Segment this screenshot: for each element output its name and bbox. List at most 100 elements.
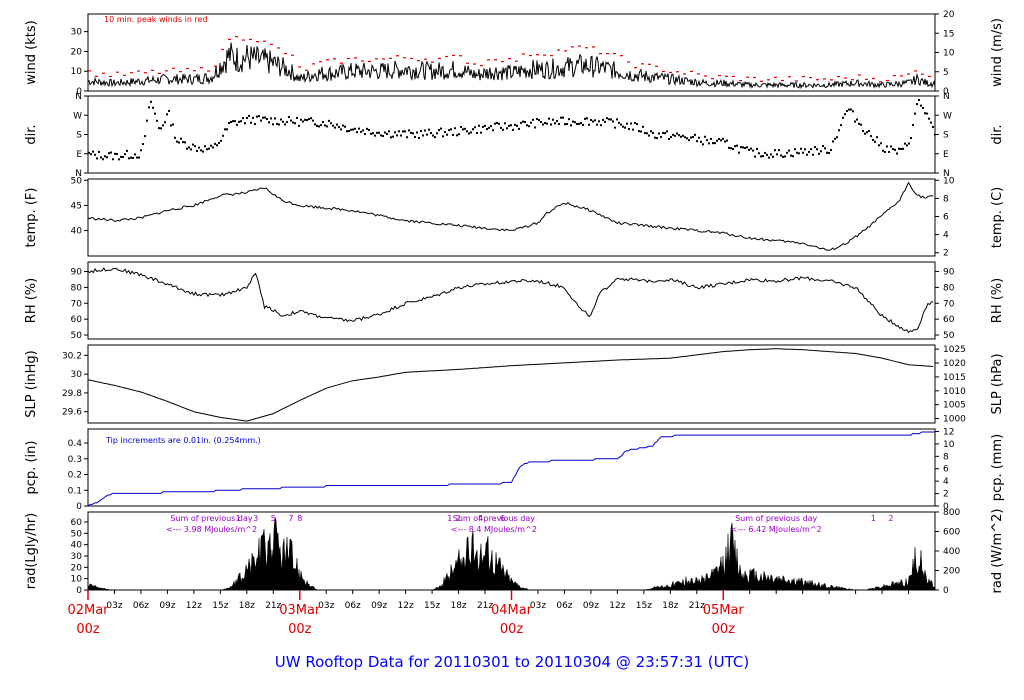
dir-point	[544, 122, 546, 125]
dir-point	[434, 136, 436, 139]
dir-point	[90, 153, 92, 156]
dir-point	[756, 147, 758, 150]
dir-point	[248, 114, 250, 117]
y-tick-label: 60	[71, 315, 83, 325]
dir-point	[102, 158, 104, 161]
y-right-tick-label: W	[943, 111, 952, 121]
day-label-hour: 00z	[712, 622, 736, 637]
dir-point	[270, 117, 272, 120]
dir-point	[430, 132, 432, 135]
y-axis-label: temp. (F)	[24, 188, 39, 248]
dir-point	[388, 130, 390, 133]
dir-point	[556, 120, 558, 123]
dir-point	[234, 120, 236, 123]
dir-point	[568, 118, 570, 121]
dir-point	[712, 142, 714, 145]
dir-point	[580, 122, 582, 125]
dir-point	[338, 126, 340, 129]
dir-point	[846, 110, 848, 113]
daily-sum-line1: Sum of previous day	[735, 514, 817, 523]
plot-area	[88, 181, 934, 251]
dir-point	[522, 120, 524, 123]
dir-point	[780, 154, 782, 157]
y-tick-label: E	[76, 150, 82, 160]
dir-point	[768, 156, 770, 159]
dir-point	[356, 131, 358, 134]
dir-point	[174, 136, 176, 139]
x-tick-label: 06z	[133, 601, 149, 611]
dir-point	[904, 142, 906, 145]
dir-point	[488, 126, 490, 129]
dir-point	[480, 131, 482, 134]
dir-point	[850, 108, 852, 111]
dir-point	[600, 124, 602, 127]
dir-point	[476, 131, 478, 134]
dir-point	[796, 151, 798, 154]
dir-point	[198, 146, 200, 149]
dir-point	[864, 132, 866, 135]
x-tick-label: 03z	[106, 601, 122, 611]
pcp-annotation: Tip increments are 0.01in. (0.254mm.)	[105, 436, 261, 445]
dir-point	[284, 123, 286, 126]
y-tick-label: 90	[71, 268, 83, 278]
hour-mark: 6	[500, 514, 505, 523]
dir-point	[468, 132, 470, 135]
dir-point	[494, 122, 496, 125]
panel-frame	[87, 178, 936, 257]
dir-point	[100, 156, 102, 159]
dir-point	[912, 124, 914, 127]
dir-point	[230, 121, 232, 124]
dir-point	[824, 147, 826, 150]
dir-point	[648, 134, 650, 137]
dir-point	[870, 135, 872, 138]
daily-sum-line2: <--- 8.4 MJoules/m^2	[451, 525, 537, 534]
dir-point	[898, 147, 900, 150]
y-tick-label: 10	[71, 67, 83, 77]
dir-point	[376, 131, 378, 134]
dir-point	[436, 132, 438, 135]
y-axis-label-right: temp. (C)	[990, 187, 1005, 249]
dir-point	[534, 126, 536, 129]
dir-point	[106, 156, 108, 159]
dir-point	[140, 149, 142, 152]
dir-point	[426, 133, 428, 136]
dir-point	[496, 121, 498, 124]
y-right-tick-label: 5	[943, 68, 949, 78]
y-right-tick-label: 600	[943, 528, 960, 538]
dir-point	[778, 149, 780, 152]
y-right-tick-label: 1025	[943, 345, 966, 355]
dir-point	[630, 122, 632, 125]
dir-point	[242, 117, 244, 120]
hour-mark: 1	[235, 514, 240, 523]
dir-point	[352, 128, 354, 131]
dir-point	[302, 120, 304, 123]
y-axis-label: RH (%)	[24, 278, 39, 323]
dir-point	[676, 132, 678, 135]
dir-point	[442, 135, 444, 138]
daily-sum-line2: <--- 3.98 MJoules/m^2	[166, 525, 257, 534]
dir-point	[616, 118, 618, 121]
dir-point	[386, 133, 388, 136]
y-right-tick-label: 0	[943, 87, 949, 97]
dir-point	[514, 123, 516, 126]
dir-point	[664, 132, 666, 135]
dir-point	[460, 126, 462, 129]
hour-mark: 3	[253, 514, 258, 523]
dir-point	[418, 136, 420, 139]
dir-point	[170, 124, 172, 127]
y-right-tick-label: 2	[943, 249, 949, 259]
dir-point	[148, 106, 150, 109]
dir-point	[730, 147, 732, 150]
dir-point	[290, 119, 292, 122]
x-tick-label: 12z	[609, 601, 625, 611]
dir-point	[162, 124, 164, 127]
dir-point	[932, 125, 934, 128]
dir-point	[222, 134, 224, 137]
dir-point	[260, 119, 262, 122]
dir-point	[98, 150, 100, 153]
dir-point	[856, 118, 858, 121]
dir-point	[156, 119, 158, 122]
dir-point	[602, 118, 604, 121]
dir-point	[88, 151, 90, 154]
y-tick-label: N	[75, 169, 82, 179]
